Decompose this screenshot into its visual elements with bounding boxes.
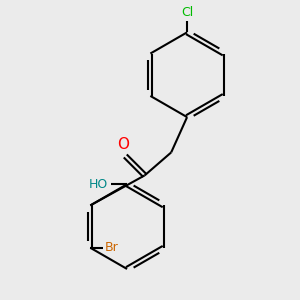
Text: Br: Br <box>104 241 118 254</box>
Text: HO: HO <box>88 178 108 191</box>
Text: Cl: Cl <box>181 6 193 19</box>
Text: O: O <box>118 137 130 152</box>
